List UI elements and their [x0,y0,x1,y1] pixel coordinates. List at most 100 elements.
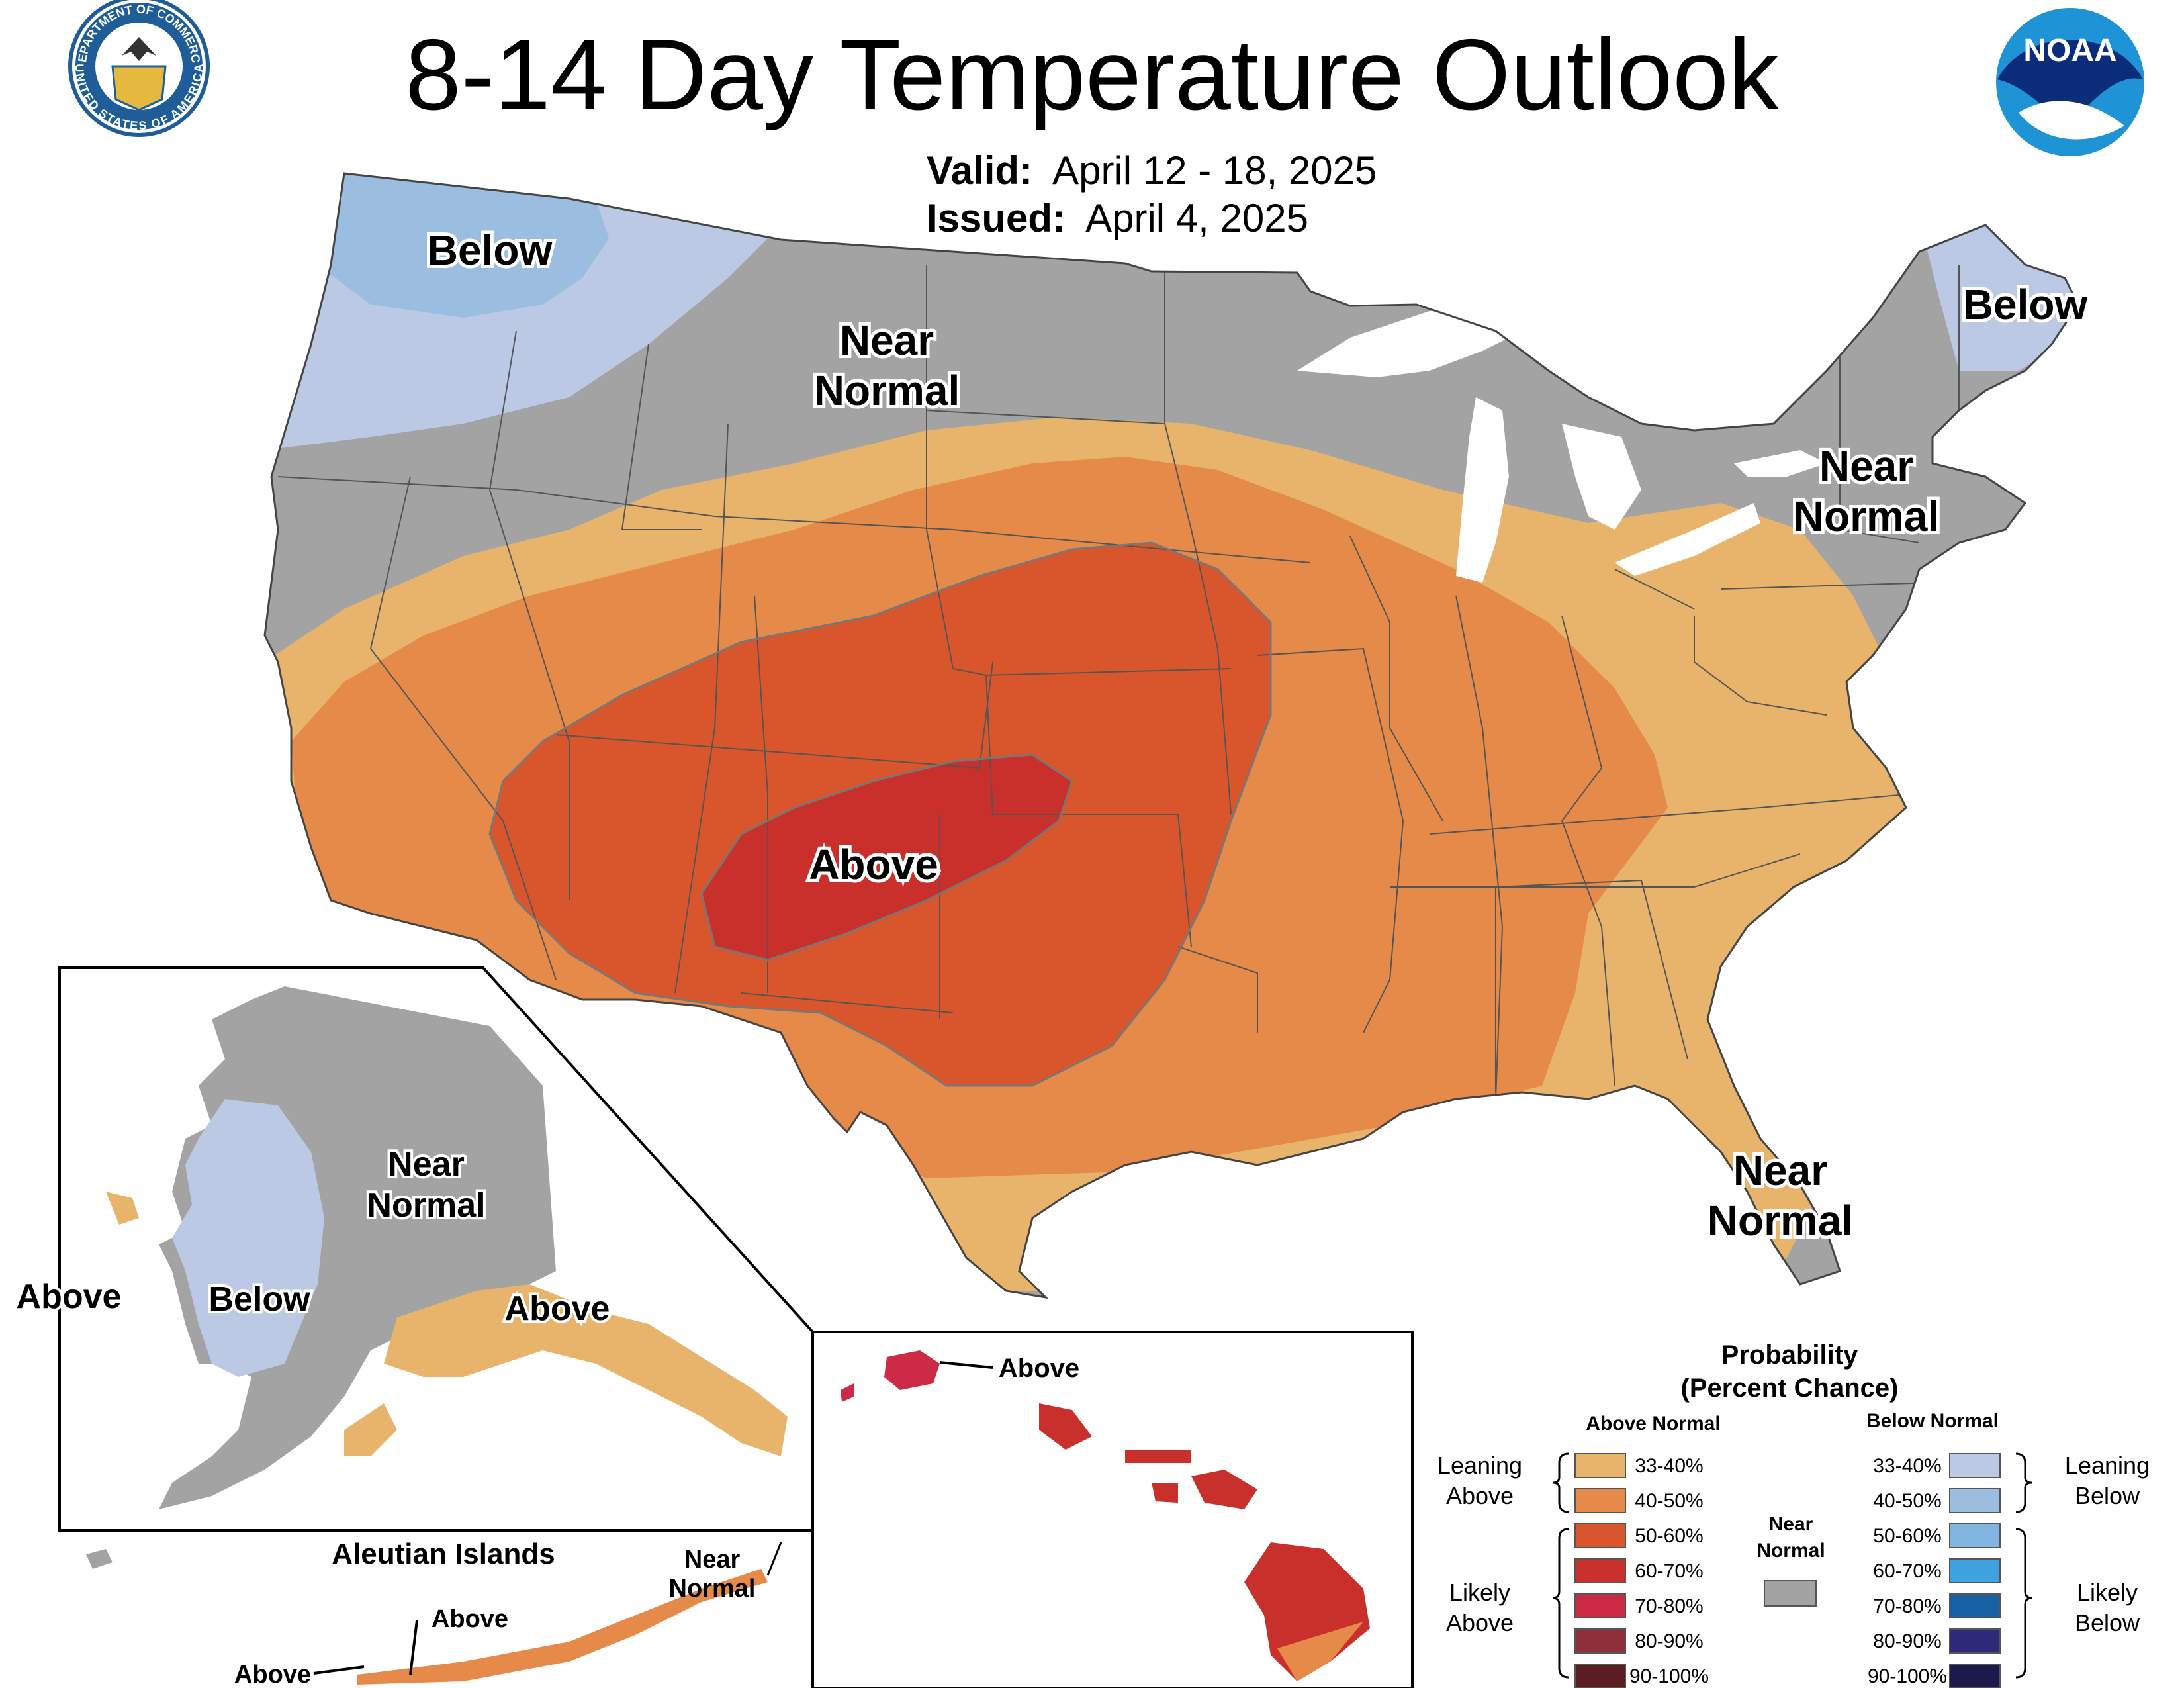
legend-leaning-below-1: Leaning [2065,1452,2150,1479]
seal-eagle-icon [122,37,156,61]
hawaii-inset: Above [811,1331,1414,1688]
aleutian-labels: Near Normal Above Above [234,1546,756,1688]
label-ak-above-south: Above [505,1289,610,1328]
legend-above-swatch-label-6: 90-100% [1629,1665,1709,1687]
legend-above-swatches: 33-40% 40-50% 50-60% 60-70% 70-80% 80-90% 90-1… [1574,1453,1709,1688]
legend-below-swatch-2 [1949,1523,2001,1548]
hawaii-kauai [884,1350,940,1390]
noaa-text: NOAA [2023,33,2116,68]
lake-ontario [1734,450,1827,477]
lake-huron [1562,424,1641,530]
above-60-70 [702,755,1072,960]
hawaii-maui [1191,1470,1257,1509]
great-lakes [1297,311,1827,583]
aleutian-inset: Aleutian Islands Near Normal Above Above [86,1538,782,1688]
hawaii-molokai [1125,1450,1191,1463]
alaska-above [384,1284,788,1456]
valid-line: Valid: April 12 - 18, 2025 [927,147,1377,195]
hawaii-big-island-south [1277,1622,1363,1681]
alaska-inset: Near Normal Below Above Above Aleutian I… [14,966,814,1688]
commerce-seal: DEPARTMENT OF COMMERCE UNITED STATES OF … [0,0,210,137]
legend-title-1: Probability [1721,1340,1858,1370]
legend-below-swatches: 33-40% 40-50% 50-60% 60-70% 70-80% 80-90% 90-1… [1868,1453,2001,1688]
legend: Probability (Percent Chance) Above Norma… [1437,1340,2150,1688]
label-fl-near-1: Near [1733,1147,1827,1194]
legend-below-swatch-1 [1949,1488,2001,1513]
legend-below-swatch-label-2: 50-60% [1873,1525,1941,1547]
hawaii-oahu [1039,1403,1092,1450]
label-ak-above-west: Above [17,1278,122,1316]
aleutian-near-islands [86,1549,113,1569]
page-title: 8-14 Day Temperature Outlook [405,19,1779,131]
legend-title-2: (Percent Chance) [1681,1374,1899,1403]
legend-above-swatch-6 [1574,1664,1626,1688]
legend-above-swatch-label-0: 33-40% [1635,1455,1703,1477]
legend-above-swatch-0 [1574,1453,1626,1478]
legend-groups: Leaning Above Likely Above Leaning Below… [1437,1452,2150,1636]
noaa-wave-icon [2019,101,2124,140]
label-sw-above: Above [809,841,938,888]
label-hawaii-above: Above [999,1354,1079,1383]
legend-leaning-below-2: Below [2075,1482,2140,1509]
legend-above-swatch-label-5: 80-90% [1635,1630,1703,1652]
legend-below-swatch-6 [1949,1664,2001,1688]
issued-value: April 4, 2025 [1085,196,1308,240]
legend-below-swatch-3 [1949,1558,2001,1583]
label-ak-below: Below [208,1280,310,1319]
issued-line: Issued: April 4, 2025 [927,195,1377,242]
legend-below-header: Below Normal [1866,1410,1999,1432]
legend-above-swatch-4 [1574,1593,1626,1618]
label-ne-below: Below [1963,281,2088,328]
legend-above-swatch-label-3: 60-70% [1635,1560,1703,1582]
legend-below-swatch-label-6: 90-100% [1868,1665,1947,1687]
seal-shield-icon [111,65,167,111]
legend-likely-above-2: Above [1446,1609,1514,1636]
label-ak-near-1: Near [388,1145,465,1184]
legend-leaning-above-2: Above [1446,1482,1514,1509]
hawaii-niihau [841,1383,854,1402]
label-ne-near-1: Near [1819,442,1913,490]
legend-below-swatch-5 [1949,1628,2001,1654]
legend-above-swatch-2 [1574,1523,1626,1548]
label-north-near-2: Normal [814,367,960,414]
aleutian-title: Aleutian Islands [332,1538,555,1570]
legend-likely-below-2: Below [2075,1609,2140,1636]
label-nw-below: Below [428,226,553,274]
valid-value: April 12 - 18, 2025 [1052,148,1377,193]
lake-michigan [1456,397,1509,583]
legend-above-swatch-label-1: 40-50% [1635,1490,1703,1512]
legend-below-swatch-label-3: 60-70% [1873,1560,1941,1582]
label-aleutian-near-2: Normal [669,1575,756,1603]
legend-braces [1552,1452,2032,1679]
valid-label: Valid: [927,148,1033,193]
legend-near-1: Near [1769,1513,1813,1535]
legend-leaning-above-1: Leaning [1437,1452,1522,1479]
legend-below-swatch-4 [1949,1593,2001,1618]
legend-below-swatch-label-4: 70-80% [1873,1595,1941,1617]
issued-label: Issued: [927,196,1066,240]
label-aleutian-above-1: Above [432,1605,508,1633]
legend-near-swatch [1764,1580,1817,1607]
state-borders [277,265,1960,1100]
legend-below-swatch-label-5: 80-90% [1873,1630,1941,1652]
legend-above-swatch-3 [1574,1558,1626,1583]
legend-near-2: Normal [1756,1540,1825,1562]
legend-below-swatch-label-1: 40-50% [1873,1490,1941,1512]
label-fl-near-2: Normal [1707,1197,1854,1244]
alaska-labels: Near Normal Below Above Above [14,1143,613,1331]
label-north-near-1: Near [840,316,934,364]
aleutian-above-islands [357,1569,768,1685]
legend-likely-above-1: Likely [1449,1579,1510,1606]
alaska-below [172,1099,324,1377]
legend-likely-below-1: Likely [2077,1579,2138,1606]
legend-above-swatch-1 [1574,1488,1626,1513]
conus-labels: Below Near Normal Below Near Normal Abov… [424,223,2091,1248]
legend-below-swatch-label-0: 33-40% [1873,1455,1941,1477]
noaa-logo: NOAA [1996,8,2144,156]
label-aleutian-above-2: Above [234,1661,311,1688]
valid-dates: Valid: April 12 - 18, 2025 Issued: April… [927,147,1377,242]
lake-erie [1615,503,1760,576]
nw-below-likely [318,173,609,318]
